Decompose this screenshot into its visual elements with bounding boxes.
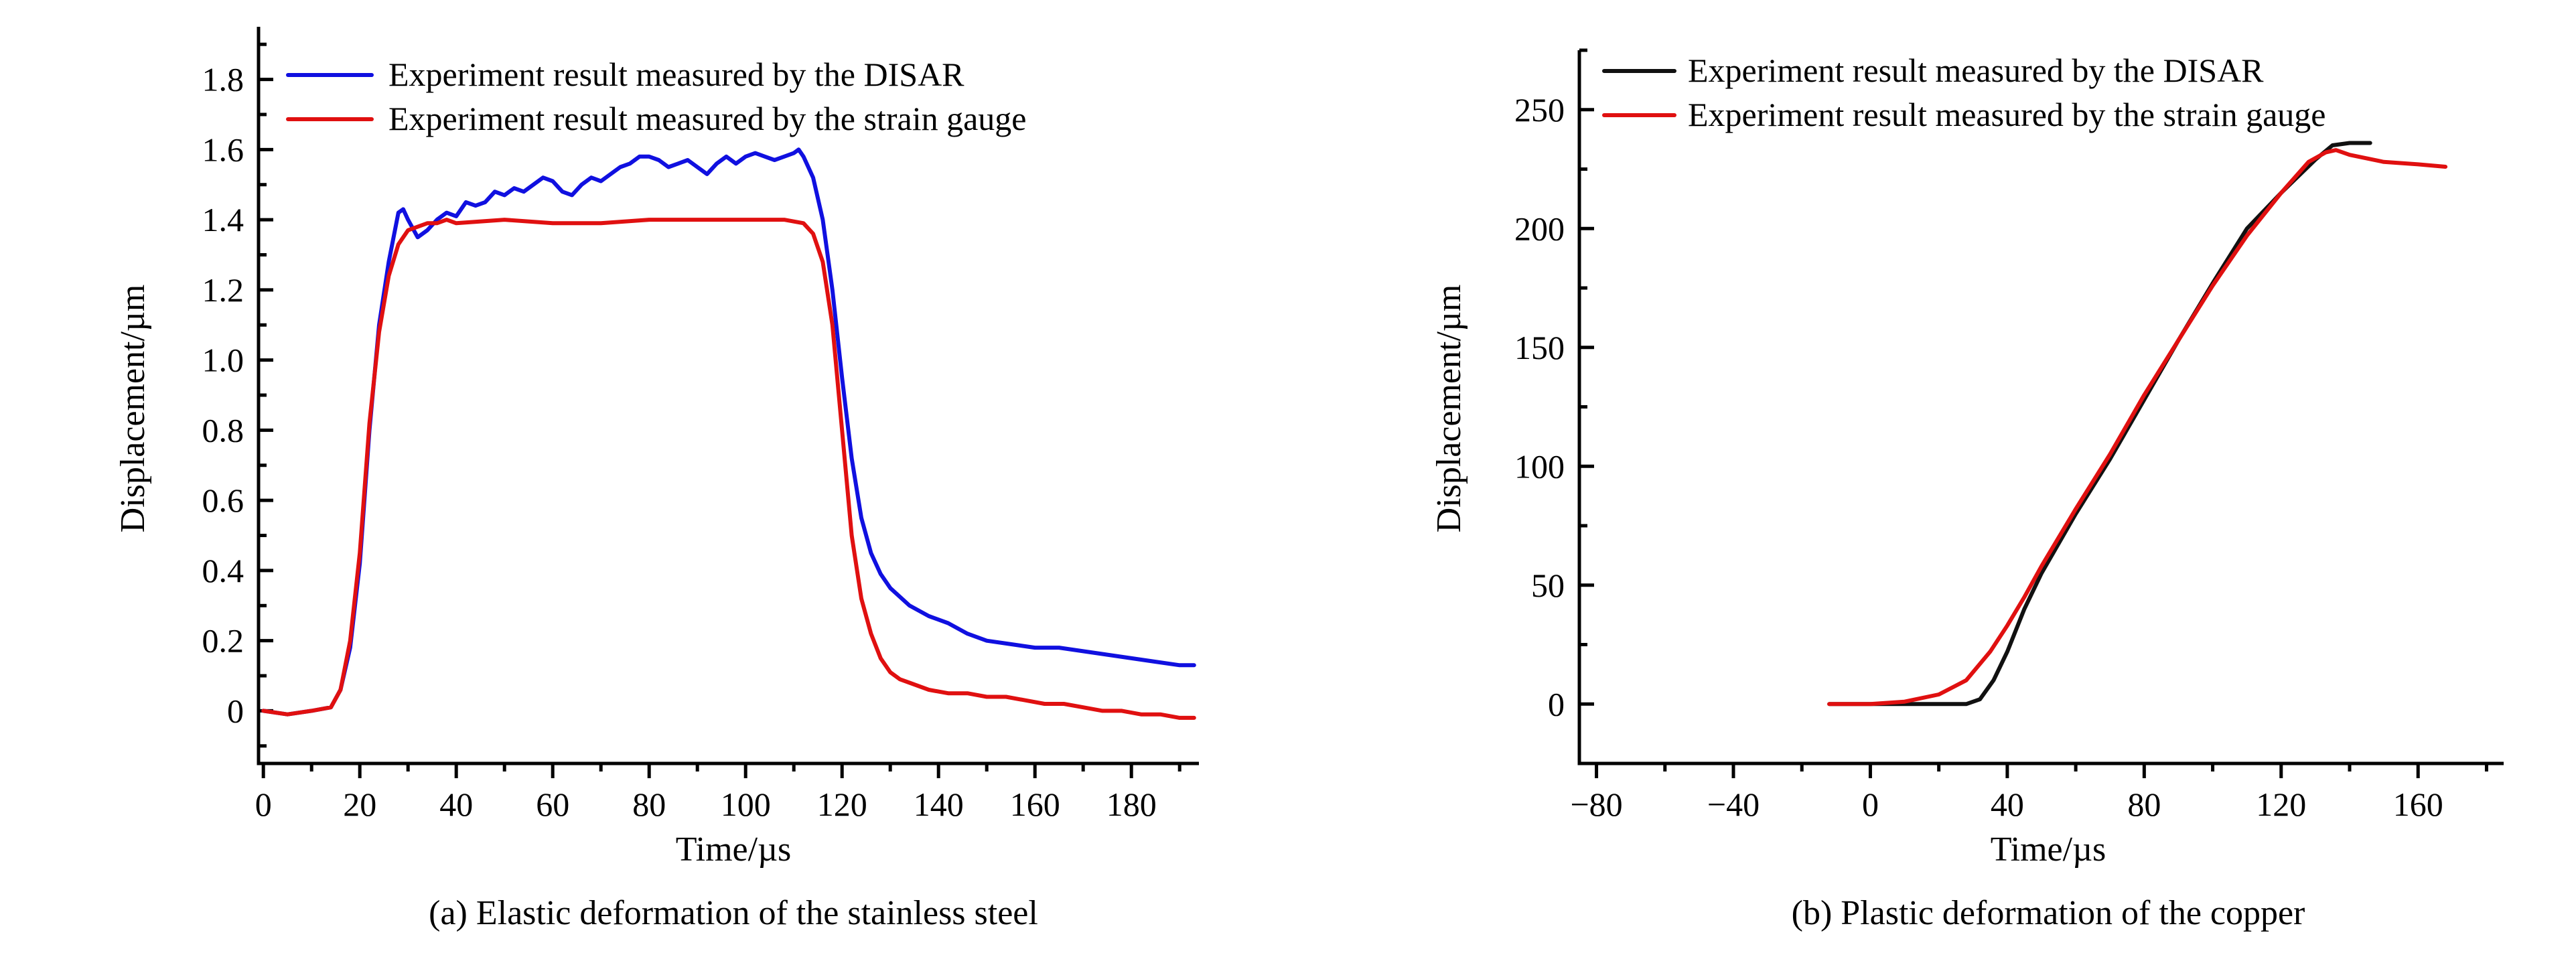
series-line-strain-gauge-b: [1827, 148, 2448, 707]
series-line-strain-gauge-a: [261, 218, 1196, 720]
axes-frame-a: [257, 27, 1199, 765]
x-axis-title-a: Time/µs: [676, 830, 792, 869]
chart-panel-a: 0 20 40 60 80 100 120 140 160 180 0 0.2 0.4 0.6 0.8 1.…: [114, 27, 1199, 932]
y-tick-label: 0: [227, 692, 244, 729]
legend-label-disar-a: Experiment result measured by the DISAR: [388, 56, 964, 93]
y-axis-title-b: Displacement/µm: [1430, 285, 1468, 533]
x-tick-label: 0: [1862, 786, 1879, 823]
y-ticks-b: 0 50 100 150 200 250: [1514, 48, 1594, 765]
y-tick-label: 100: [1514, 447, 1565, 485]
x-tick-label: 180: [1106, 786, 1157, 823]
x-tick-label: 80: [632, 786, 666, 823]
caption-b: (b) Plastic deformation of the copper: [1792, 894, 2305, 932]
x-tick-label: 160: [2393, 786, 2443, 823]
x-tick-label: 160: [1010, 786, 1060, 823]
y-tick-label: 0.4: [202, 552, 244, 589]
y-tick-label: 0.6: [202, 482, 244, 519]
series-line-disar-b: [1827, 141, 2372, 707]
x-tick-label: 0: [255, 786, 272, 823]
legend-label-disar-b: Experiment result measured by the DISAR: [1688, 52, 2264, 89]
y-tick-label: 250: [1514, 91, 1565, 129]
legend-b: Experiment result measured by the DISAR …: [1602, 52, 2325, 133]
y-tick-label: 150: [1514, 329, 1565, 366]
x-axis-title-b: Time/µs: [1991, 830, 2106, 869]
y-tick-label: 1.0: [202, 342, 244, 379]
x-ticks-b: −80 −40 0 40 80 120 160: [1570, 763, 2488, 823]
x-tick-label: −40: [1707, 786, 1760, 823]
y-tick-label: 0.8: [202, 411, 244, 449]
series-group-a: [261, 147, 1196, 720]
y-tick-label: 200: [1514, 210, 1565, 247]
x-tick-label: 140: [914, 786, 964, 823]
x-ticks-a: 0 20 40 60 80 100 120 140 160 180: [255, 763, 1182, 823]
y-tick-label: 0.2: [202, 622, 244, 660]
axes-frame-b: [1577, 50, 2504, 765]
y-tick-label: 1.4: [202, 201, 244, 238]
y-tick-label: 50: [1531, 567, 1565, 604]
y-ticks-a: 0 0.2 0.4 0.6 0.8 1.0 1.2 1.4 1.6 1.8: [202, 42, 273, 748]
legend-label-strain-a: Experiment result measured by the strain…: [388, 100, 1026, 137]
y-tick-label: 1.2: [202, 271, 244, 309]
series-line-disar-a: [261, 147, 1196, 717]
chart-panel-b: −80 −40 0 40 80 120 160 0 50 100 150 200 250 Experi…: [1430, 48, 2504, 932]
x-tick-label: 60: [536, 786, 569, 823]
x-tick-label: 120: [2256, 786, 2306, 823]
legend-a: Experiment result measured by the DISAR …: [286, 56, 1026, 137]
y-tick-label: 1.6: [202, 131, 244, 168]
y-tick-label: 1.8: [202, 61, 244, 98]
x-tick-label: 80: [2127, 786, 2161, 823]
x-tick-label: 20: [343, 786, 376, 823]
x-tick-label: 40: [439, 786, 473, 823]
caption-a: (a) Elastic deformation of the stainless…: [429, 894, 1038, 932]
y-axis-title-a: Displacement/µm: [114, 285, 152, 533]
series-group-b: [1827, 141, 2448, 707]
x-tick-label: −80: [1570, 786, 1622, 823]
x-tick-label: 40: [1991, 786, 2024, 823]
y-tick-label: 0: [1548, 685, 1565, 723]
x-tick-label: 120: [817, 786, 867, 823]
legend-label-strain-b: Experiment result measured by the strain…: [1688, 96, 2325, 133]
x-tick-label: 100: [721, 786, 771, 823]
